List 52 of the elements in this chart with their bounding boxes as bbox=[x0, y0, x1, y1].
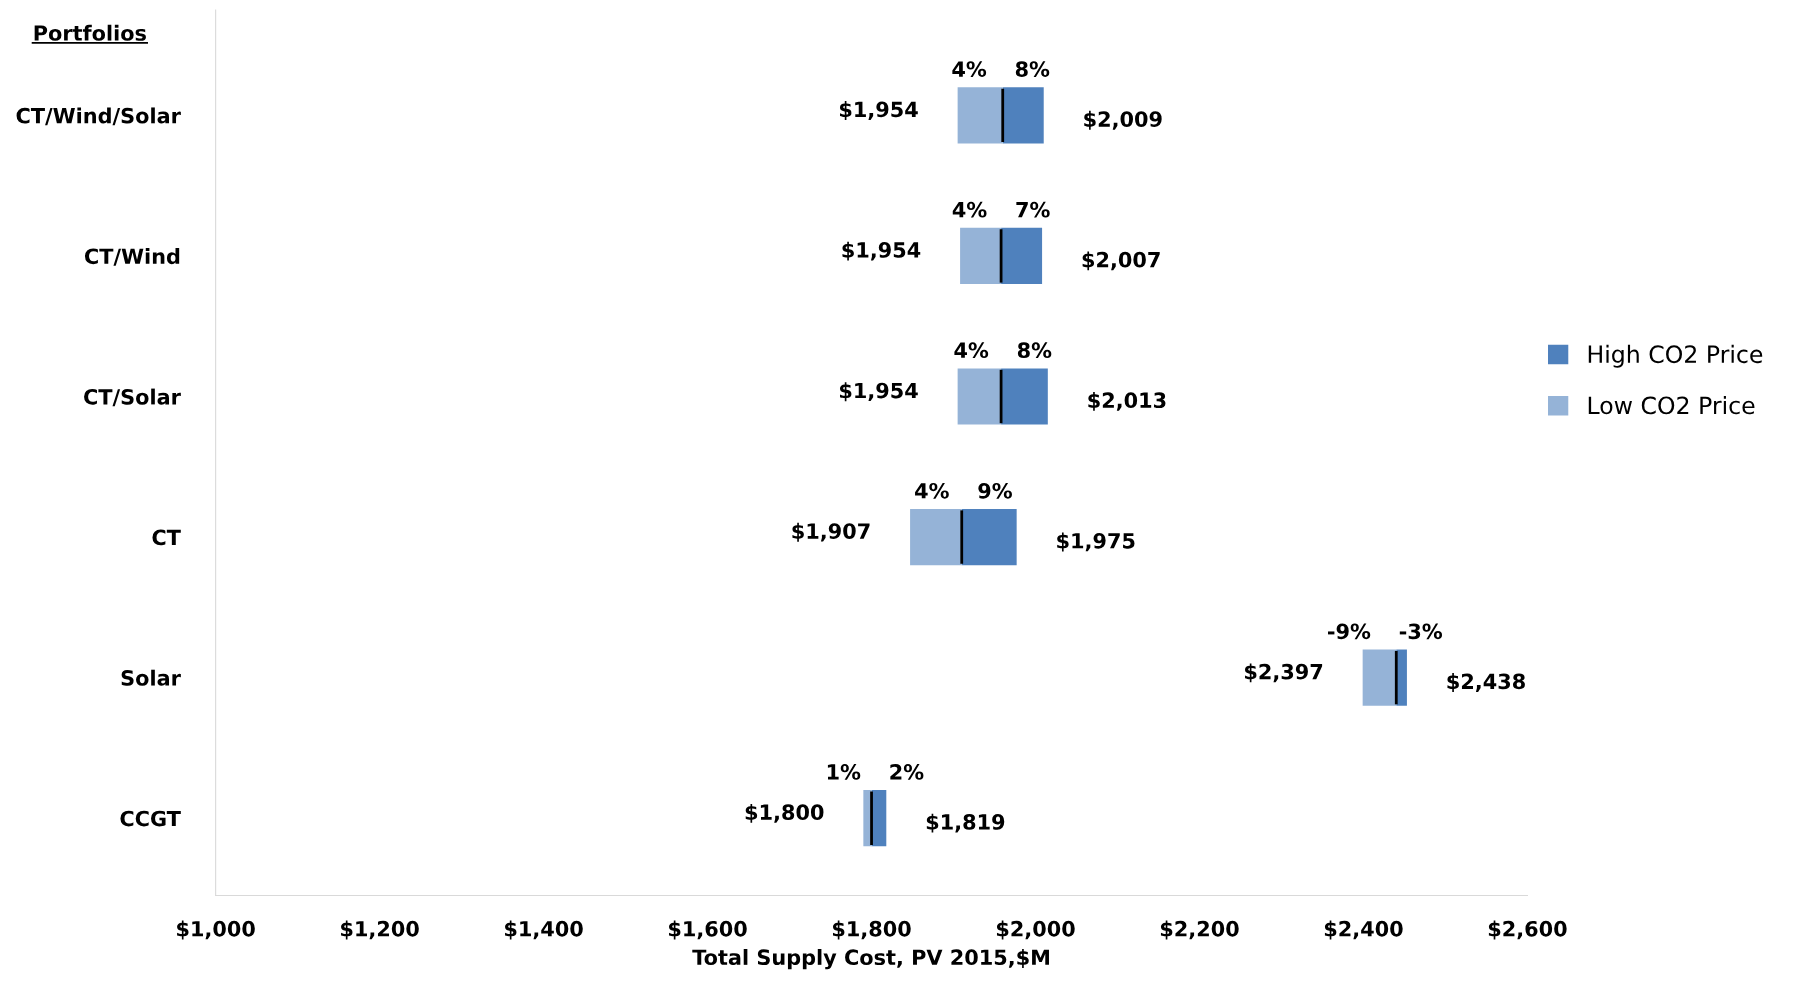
y-tick-label: CCGT bbox=[120, 810, 181, 827]
bar bbox=[1362, 649, 1397, 706]
bar bbox=[957, 87, 1003, 144]
bar bbox=[1001, 368, 1048, 425]
annotation: $1,954 bbox=[839, 101, 918, 121]
y-tick-label: CT bbox=[152, 529, 181, 546]
annotation: 4% bbox=[954, 342, 989, 359]
x-tick-label: $2,600 bbox=[1488, 920, 1567, 940]
y-tick-label: CT/Solar bbox=[84, 388, 181, 407]
annotation: 8% bbox=[1015, 61, 1050, 77]
annotation: 4% bbox=[915, 482, 949, 499]
x-tick-label: $2,200 bbox=[1160, 920, 1239, 940]
annotation: $2,438 bbox=[1447, 673, 1525, 692]
annotation: $2,013 bbox=[1088, 391, 1166, 411]
annotation: 7% bbox=[1016, 201, 1050, 218]
annotation: $2,397 bbox=[1245, 663, 1323, 683]
annotation: $1,819 bbox=[926, 813, 1005, 833]
annotation: $1,907 bbox=[792, 522, 870, 542]
x-tick-label: $1,400 bbox=[505, 920, 583, 940]
y-tick-label: CT/Wind bbox=[84, 248, 180, 266]
annotation: 2% bbox=[890, 764, 924, 780]
bar bbox=[961, 508, 1017, 566]
y-axis-title: Portfolios bbox=[34, 24, 146, 41]
x-tick-label: $2,400 bbox=[1324, 920, 1403, 940]
annotation: 4% bbox=[952, 61, 987, 77]
y-tick-label: CT/Wind/Solar bbox=[16, 107, 181, 126]
x-tick-label: $2,000 bbox=[996, 920, 1075, 940]
bar bbox=[1002, 87, 1044, 144]
y-tick-label: Solar bbox=[121, 669, 181, 686]
annotation: 4% bbox=[952, 201, 987, 218]
annotation: 9% bbox=[978, 482, 1012, 499]
annotation: $1,954 bbox=[842, 241, 921, 261]
x-tick-label: $1,000 bbox=[177, 920, 255, 940]
bar bbox=[960, 227, 1002, 285]
annotation: 1% bbox=[827, 764, 861, 780]
annotation: 8% bbox=[1017, 342, 1052, 359]
annotation: -3% bbox=[1399, 623, 1443, 640]
annotation: $2,007 bbox=[1082, 251, 1160, 271]
x-axis-title: Total Supply Cost, PV 2015,$M bbox=[692, 949, 1049, 970]
x-tick-label: $1,600 bbox=[669, 920, 747, 940]
x-tick-label: $1,800 bbox=[832, 920, 911, 940]
legend-label: High CO2 Price bbox=[1588, 344, 1763, 368]
bar bbox=[1001, 227, 1043, 285]
annotation: -9% bbox=[1328, 623, 1371, 640]
annotation: $1,954 bbox=[839, 382, 918, 402]
annotation: $1,800 bbox=[745, 803, 824, 823]
annotation: $2,009 bbox=[1084, 110, 1162, 130]
bar bbox=[957, 368, 1002, 425]
annotation: $1,975 bbox=[1057, 532, 1135, 552]
x-tick-label: $1,200 bbox=[341, 920, 419, 940]
legend-label: Low CO2 Price bbox=[1588, 396, 1755, 415]
bar bbox=[910, 508, 962, 566]
